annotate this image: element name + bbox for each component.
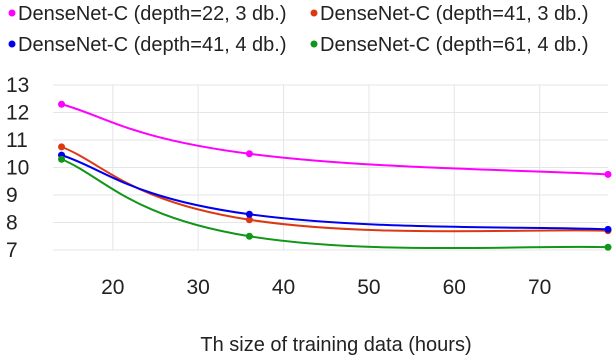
series-line-0 — [61, 103, 609, 176]
legend-label-0: DenseNet-C (depth=22, 3 db.) — [18, 3, 287, 25]
data-point-3-2 — [604, 243, 612, 251]
legend-label-3: DenseNet-C (depth=61, 4 db.) — [320, 34, 589, 56]
data-point-0-0 — [58, 100, 66, 108]
grid — [53, 84, 608, 251]
y-tick-label-4: 11 — [6, 129, 28, 152]
series-line-1 — [61, 145, 609, 233]
y-tick-label-6: 13 — [6, 74, 29, 97]
legend-label-2: DenseNet-C (depth=41, 4 db.) — [18, 34, 287, 56]
legend-marker-3 — [310, 40, 318, 48]
y-tick-label-5: 12 — [6, 102, 29, 125]
x-axis-tick-labels: 20 30 40 50 60 70 — [101, 276, 551, 299]
y-tick-label-0: 7 — [6, 239, 18, 262]
legend: DenseNet-C (depth=22, 3 db.) DenseNet-C (… — [8, 3, 589, 56]
x-tick-label-2: 40 — [272, 276, 295, 299]
data-point-3-1 — [245, 232, 253, 240]
data-point-2-2 — [604, 225, 612, 233]
data-point-3-0 — [58, 155, 66, 163]
y-axis-tick-labels: 7 8 9 10 11 12 13 — [6, 74, 29, 262]
data-point-2-1 — [245, 210, 253, 218]
data-point-0-2 — [604, 170, 612, 178]
x-tick-label-5: 70 — [528, 276, 551, 299]
legend-marker-0 — [8, 9, 16, 17]
data-point-0-1 — [245, 150, 253, 158]
data-point-1-0 — [58, 143, 66, 151]
series-points — [58, 100, 612, 251]
y-tick-label-1: 8 — [6, 212, 18, 235]
y-tick-label-3: 10 — [6, 157, 29, 180]
legend-label-1: DenseNet-C (depth=41, 3 db.) — [320, 3, 589, 25]
data-point-1-1 — [245, 216, 253, 224]
x-tick-label-1: 30 — [186, 276, 209, 299]
legend-marker-1 — [310, 9, 318, 17]
series-line-2 — [61, 154, 609, 231]
x-tick-label-4: 60 — [443, 276, 466, 299]
x-tick-label-0: 20 — [101, 276, 124, 299]
legend-marker-2 — [8, 40, 16, 48]
x-tick-label-3: 50 — [357, 276, 380, 299]
y-tick-label-2: 9 — [6, 184, 18, 207]
series-lines — [61, 103, 609, 250]
x-axis-title: Th size of training data (hours) — [200, 334, 471, 356]
series-line-3 — [61, 158, 609, 250]
